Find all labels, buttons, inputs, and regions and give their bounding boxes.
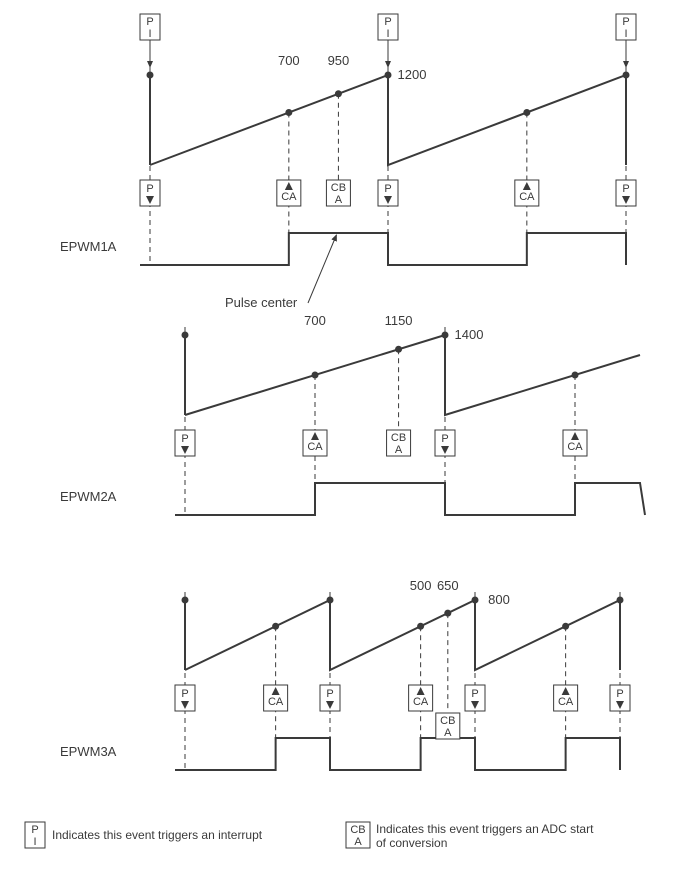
panel-epwm3a: 500 650 800 EPWM3A <box>60 578 630 770</box>
period-value: 1200 <box>398 67 427 82</box>
pulse-center-arrow <box>308 235 336 303</box>
panel-epwm2a: 700 1150 1400 EPWM2A <box>60 313 645 515</box>
legend-cba-icon <box>346 822 370 848</box>
period-value: 1400 <box>455 327 484 342</box>
channel-label: EPWM3A <box>60 744 117 759</box>
pwm-output <box>140 233 626 265</box>
ca-value: 700 <box>278 53 300 68</box>
timing-diagram: P CA CB A P I 7009501200EPWM1APulse cent… <box>10 10 665 865</box>
legend-pi-text: Indicates this event triggers an interru… <box>52 828 263 842</box>
cba-value: 1150 <box>385 313 413 328</box>
channel-label: EPWM1A <box>60 239 117 254</box>
legend-cba-text-2: of conversion <box>376 836 447 850</box>
panel-epwm1a: 700 950 1200 EPWM1A Pulse center <box>60 14 636 310</box>
channel-label: EPWM2A <box>60 489 117 504</box>
legend-cba-text-1: Indicates this event triggers an ADC sta… <box>376 822 594 836</box>
cba-value: 650 <box>437 578 459 593</box>
pulse-center-label: Pulse center <box>225 295 298 310</box>
ramp <box>185 600 620 670</box>
period-value: 800 <box>488 592 510 607</box>
pwm-output <box>175 738 620 770</box>
ca-value: 700 <box>304 313 326 328</box>
ca-value: 500 <box>410 578 432 593</box>
legend-pi-icon <box>25 822 45 848</box>
cba-value: 950 <box>328 53 350 68</box>
